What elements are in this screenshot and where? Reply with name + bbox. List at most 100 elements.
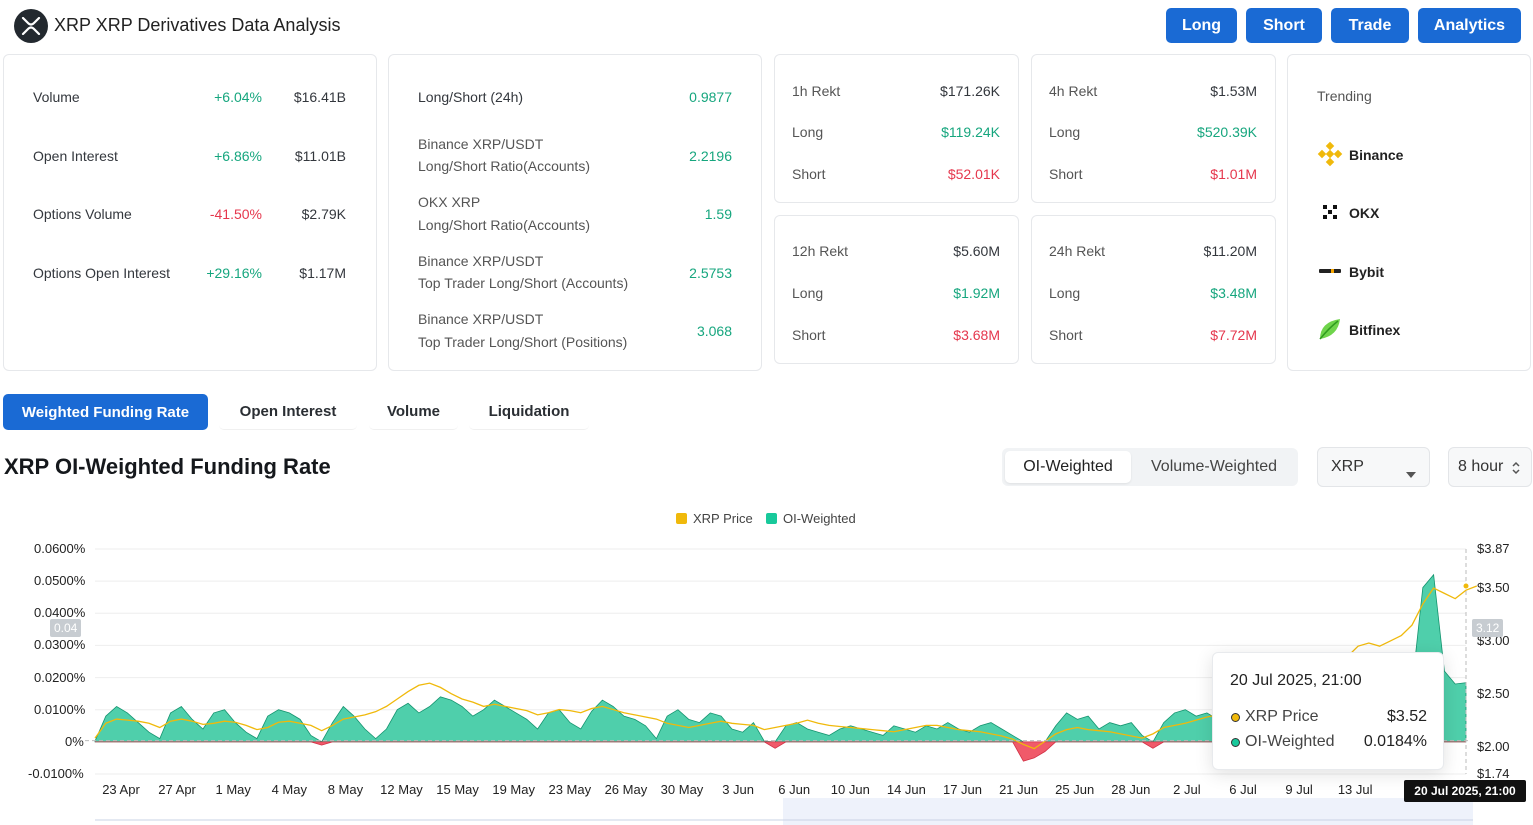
ratio-label-line2: Long/Short Ratio(Accounts): [418, 158, 590, 174]
legend-item-xrp-price[interactable]: XRP Price: [676, 511, 753, 526]
caret-down-icon: [1406, 465, 1416, 483]
trending-card: [1287, 54, 1531, 371]
interval-select[interactable]: 8 hour: [1448, 447, 1532, 487]
ratio-value-ls24: 0.9877: [689, 89, 732, 105]
x-tick: 30 May: [660, 782, 704, 797]
y-left-tick: 0.0500%: [34, 573, 86, 589]
stat-label-open-interest: Open Interest: [33, 148, 118, 164]
rekt-short-label: Short: [792, 166, 826, 182]
rekt-long-value: $3.48M: [1210, 285, 1257, 301]
x-axis-hover-date: 20 Jul 2025, 21:00: [1404, 780, 1526, 802]
legend-swatch: [676, 513, 687, 524]
y-right-tick: $3.87: [1477, 541, 1510, 556]
stat-label-options-open-interest: Options Open Interest: [33, 265, 170, 281]
coin-select-value: XRP: [1331, 458, 1364, 475]
trending-item-label: Binance: [1349, 147, 1404, 163]
y-left-tick: 0.0200%: [34, 669, 86, 685]
stat-change-open-interest: +6.86%: [214, 148, 262, 164]
trending-item-bybit[interactable]: Bybit: [1317, 258, 1384, 286]
x-tick: 19 May: [492, 782, 535, 797]
rekt-card-4h: 4h Rekt $1.53M Long $520.39K Short $1.01…: [1031, 54, 1276, 203]
rekt-total: $5.60M: [953, 243, 1000, 259]
short-nav-button[interactable]: Short: [1246, 8, 1322, 43]
tooltip-price-label: XRP Price: [1245, 708, 1319, 725]
ratio-label-line1: Binance XRP/USDT: [418, 311, 544, 327]
rekt-short-label: Short: [792, 327, 826, 343]
trade-nav-button[interactable]: Trade: [1331, 8, 1409, 43]
rekt-long-label: Long: [1049, 285, 1081, 301]
rekt-long-label: Long: [792, 124, 824, 140]
rekt-total: $1.53M: [1210, 83, 1257, 99]
trending-item-binance[interactable]: Binance: [1317, 141, 1403, 169]
stat-change-options-volume: -41.50%: [209, 206, 262, 222]
legend-item-oi-weighted[interactable]: OI-Weighted: [766, 511, 856, 526]
oi-weighted-option[interactable]: OI-Weighted: [1005, 451, 1131, 483]
y-left-tick: 0.0300%: [34, 637, 86, 653]
y-left-tick: 0.0100%: [34, 701, 86, 717]
x-tick: 9 Jul: [1285, 782, 1313, 797]
y-left-tick: 0.0400%: [34, 605, 86, 621]
y-right-tick: $1.74: [1477, 766, 1510, 781]
tooltip-date: 20 Jul 2025, 21:00: [1230, 672, 1362, 689]
x-tick: 17 Jun: [942, 782, 983, 797]
rekt-long-label: Long: [1049, 124, 1081, 140]
weighting-toggle: OI-Weighted Volume-Weighted: [1002, 448, 1298, 486]
trending-item-label: OKX: [1349, 205, 1380, 221]
rekt-long-value: $1.92M: [953, 285, 1000, 301]
x-tick: 25 Jun: [1055, 782, 1095, 797]
interval-select-value: 8 hour: [1458, 458, 1504, 475]
ratio-label-ls24: Long/Short (24h): [418, 89, 524, 105]
ratio-value: 2.5753: [689, 265, 732, 281]
rekt-short-value: $1.01M: [1210, 166, 1257, 182]
trending-item-bitfinex[interactable]: Bitfinex: [1317, 316, 1400, 344]
chart-tooltip: 20 Jul 2025, 21:00 XRP Price $3.52 OI-We…: [1212, 652, 1444, 770]
ratio-label-line1: OKX XRP: [418, 194, 481, 210]
tab-volume[interactable]: Volume: [369, 394, 458, 430]
trending-item-label: Bitfinex: [1349, 322, 1401, 338]
stat-value-open-interest: $11.01B: [294, 148, 346, 164]
rekt-total: $11.20M: [1203, 243, 1257, 259]
x-tick: 10 Jun: [830, 782, 870, 797]
x-tick: 1 May: [215, 782, 251, 797]
x-tick: 28 Jun: [1111, 782, 1151, 797]
tooltip-price-value: $3.52: [1386, 708, 1427, 725]
range-selector-window: [783, 798, 1473, 825]
rekt-title: 4h Rekt: [1049, 83, 1098, 99]
rekt-short-label: Short: [1049, 166, 1083, 182]
rekt-short-label: Short: [1049, 327, 1083, 343]
ratio-value: 1.59: [704, 206, 732, 222]
price-hover-dot: [1463, 583, 1469, 589]
long-nav-button[interactable]: Long: [1166, 8, 1237, 43]
volume-weighted-option[interactable]: Volume-Weighted: [1151, 458, 1277, 475]
x-tick: 15 May: [436, 782, 479, 797]
tab-liquidation[interactable]: Liquidation: [469, 394, 589, 430]
x-tick: 6 Jun: [778, 782, 811, 797]
x-tick: 27 Apr: [158, 782, 196, 797]
stat-value-options-volume: $2.79K: [301, 206, 346, 222]
rekt-card-12h: 12h Rekt $5.60M Long $1.92M Short $3.68M: [774, 215, 1019, 364]
legend-label: XRP Price: [693, 511, 753, 526]
trending-item-label: Bybit: [1349, 264, 1384, 280]
stat-change-volume: +6.04%: [214, 89, 262, 105]
x-tick: 13 Jul: [1337, 782, 1373, 797]
trending-item-okx[interactable]: OKX: [1317, 199, 1379, 227]
ratio-label-line2: Long/Short Ratio(Accounts): [418, 217, 590, 233]
y-left-tick: 0.0600%: [34, 541, 86, 556]
coin-select[interactable]: XRP: [1317, 447, 1430, 487]
legend-label: OI-Weighted: [783, 511, 856, 526]
rekt-long-label: Long: [792, 285, 824, 301]
stat-value-volume: $16.41B: [293, 89, 346, 105]
tab-open-interest[interactable]: Open Interest: [219, 394, 357, 430]
x-tick: 12 May: [380, 782, 423, 797]
y-right-tick: $3.50: [1477, 580, 1510, 596]
chart-section-title: XRP OI-Weighted Funding Rate: [4, 454, 331, 479]
updown-chevron-icon: [1511, 460, 1521, 481]
tab-weighted-funding-rate[interactable]: Weighted Funding Rate: [3, 394, 208, 430]
crosshair-left-label: 0.04: [50, 619, 82, 637]
rekt-short-value: $7.72M: [1210, 327, 1257, 343]
analytics-nav-button[interactable]: Analytics: [1418, 8, 1521, 43]
ratio-label-line1: Binance XRP/USDT: [418, 253, 544, 269]
x-tick: 14 Jun: [886, 782, 926, 797]
x-tick: 21 Jun: [999, 782, 1039, 797]
ratio-label-line2: Top Trader Long/Short (Accounts): [418, 275, 629, 291]
